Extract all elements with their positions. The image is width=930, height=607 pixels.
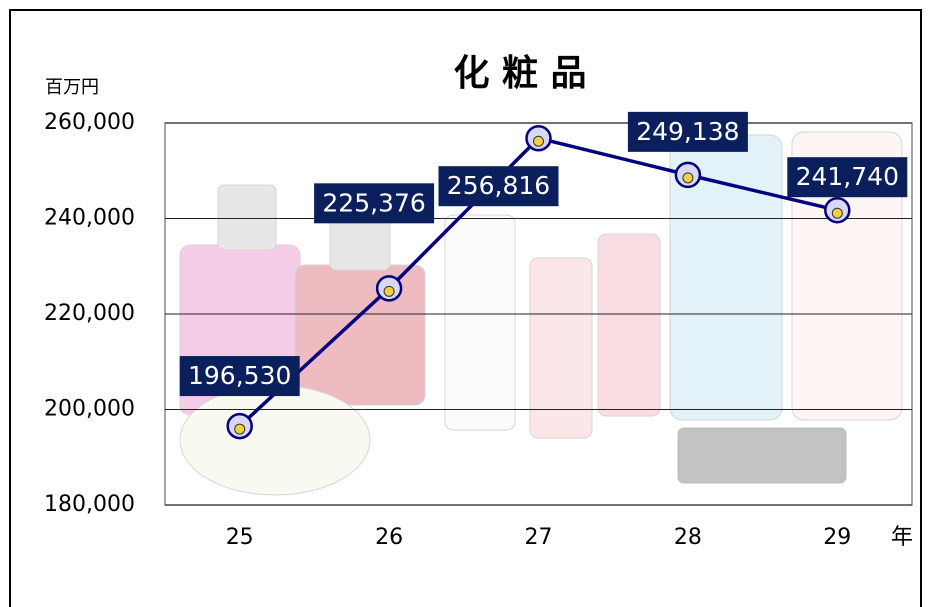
frame	[9, 9, 922, 607]
y-tick-label: 240,000	[44, 206, 135, 231]
x-tick-label: 26	[375, 525, 403, 550]
value-label: 249,138	[636, 117, 739, 146]
value-label-box	[627, 111, 748, 152]
marker-face	[383, 285, 395, 297]
marker-face	[831, 207, 843, 219]
y-tick-label: 180,000	[44, 492, 135, 517]
y-tick-label: 200,000	[44, 397, 135, 422]
value-label-box	[314, 183, 435, 224]
x-tick-label: 29	[823, 525, 851, 550]
y-tick-label: 220,000	[44, 301, 135, 326]
value-label: 225,376	[322, 188, 425, 217]
marker-face	[682, 172, 694, 184]
x-tick-label: 25	[226, 525, 254, 550]
value-label-box	[787, 157, 908, 198]
value-label: 256,816	[447, 171, 550, 200]
chart-title: 化 粧 品	[453, 53, 586, 94]
x-tick-label: 27	[525, 525, 553, 550]
y-axis-unit: 百万円	[45, 77, 99, 98]
value-label-box	[438, 166, 559, 207]
x-axis-unit: 年	[891, 525, 913, 550]
value-label: 196,530	[188, 361, 291, 390]
value-label-box	[179, 356, 300, 397]
y-tick-label: 260,000	[44, 110, 135, 135]
value-label: 241,740	[796, 162, 899, 191]
x-tick-label: 28	[674, 525, 702, 550]
marker-face	[234, 423, 246, 435]
marker-face	[533, 135, 544, 147]
